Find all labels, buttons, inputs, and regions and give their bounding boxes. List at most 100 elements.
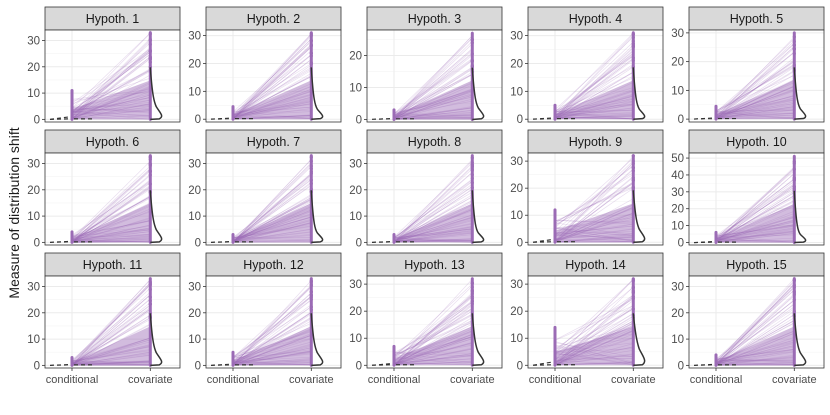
paired-line <box>71 310 151 366</box>
paired-line <box>715 108 795 113</box>
paired-line <box>393 68 473 120</box>
paired-line <box>393 90 473 116</box>
paired-line <box>232 361 312 366</box>
y-tick-label: 20 <box>27 308 40 320</box>
x-tick-label: conditional <box>207 374 260 386</box>
paired-line <box>232 197 312 243</box>
paired-line <box>71 351 151 366</box>
paired-line <box>715 362 795 366</box>
covariate-point <box>631 35 635 39</box>
paired-lines <box>554 32 634 120</box>
paired-line <box>393 313 473 356</box>
paired-line <box>715 339 795 365</box>
covariate-point <box>792 188 796 192</box>
paired-line <box>232 198 312 243</box>
paired-line <box>554 337 634 364</box>
paired-line <box>71 361 151 366</box>
paired-line <box>554 116 634 120</box>
paired-line <box>554 328 634 363</box>
paired-line <box>715 190 795 240</box>
paired-line <box>232 116 312 120</box>
paired-line <box>715 300 795 360</box>
paired-line <box>554 103 634 112</box>
covariate-point <box>631 291 635 295</box>
paired-line <box>71 77 151 105</box>
paired-line <box>232 299 312 358</box>
paired-line <box>554 234 634 243</box>
paired-line <box>232 67 312 116</box>
paired-line <box>71 361 151 366</box>
paired-line <box>554 304 634 364</box>
plot-background <box>367 30 502 122</box>
paired-line <box>715 215 795 242</box>
y-tick-label: 0 <box>34 360 40 372</box>
paired-line <box>715 94 795 119</box>
paired-line <box>393 210 473 239</box>
paired-line <box>393 330 473 365</box>
plot-background <box>206 276 341 368</box>
paired-line <box>232 209 312 243</box>
paired-line <box>715 205 795 236</box>
paired-line <box>554 53 634 114</box>
plot-background <box>206 30 341 122</box>
paired-line <box>232 204 312 242</box>
paired-line <box>393 334 473 365</box>
paired-line <box>232 164 312 243</box>
paired-line <box>71 287 151 361</box>
paired-line <box>715 184 795 240</box>
covariate-point <box>470 186 474 190</box>
y-tick-label: 30 <box>188 31 201 43</box>
paired-line <box>71 53 151 112</box>
paired-line <box>232 286 312 362</box>
y-tick-label: 0 <box>517 360 523 372</box>
covariate-point <box>470 163 474 167</box>
covariate-point <box>309 54 313 58</box>
paired-lines <box>71 160 151 243</box>
line-density-band <box>72 80 151 120</box>
paired-line <box>715 228 795 243</box>
paired-line <box>554 103 634 120</box>
covariate-point <box>309 166 313 171</box>
paired-line <box>71 71 151 113</box>
paired-line <box>715 317 795 366</box>
paired-line <box>554 327 634 354</box>
paired-line <box>715 43 795 120</box>
line-density-band <box>394 203 473 243</box>
paired-line <box>71 94 151 118</box>
paired-line <box>232 241 312 243</box>
covariate-point <box>309 181 313 186</box>
paired-line <box>71 229 151 240</box>
panel-border <box>205 275 342 369</box>
paired-line <box>393 240 473 243</box>
paired-line <box>393 113 473 118</box>
covariate-point <box>309 305 313 309</box>
paired-line <box>715 188 795 237</box>
paired-line <box>554 66 634 118</box>
y-tick-label: 20 <box>349 185 362 197</box>
facet-title: Hypoth. 13 <box>404 258 465 272</box>
panel-border <box>688 29 825 123</box>
paired-line <box>393 172 473 243</box>
paired-line <box>393 116 473 120</box>
paired-line <box>393 362 473 365</box>
paired-line <box>715 38 795 116</box>
paired-line <box>554 116 634 119</box>
paired-line <box>554 162 634 242</box>
covariate-point <box>148 32 152 36</box>
paired-line <box>232 158 312 243</box>
paired-line <box>554 234 634 243</box>
paired-line <box>554 206 634 243</box>
covariate-point <box>309 308 313 312</box>
paired-line <box>232 182 312 242</box>
paired-line <box>232 312 312 365</box>
paired-line <box>715 332 795 366</box>
y-tick-label: 30 <box>510 279 523 291</box>
paired-line <box>393 90 473 120</box>
paired-line <box>232 361 312 366</box>
paired-line <box>715 349 795 366</box>
covariate-point <box>309 164 313 168</box>
paired-line <box>393 200 473 243</box>
paired-line <box>554 333 634 366</box>
paired-line <box>71 220 151 237</box>
paired-line <box>715 52 795 113</box>
